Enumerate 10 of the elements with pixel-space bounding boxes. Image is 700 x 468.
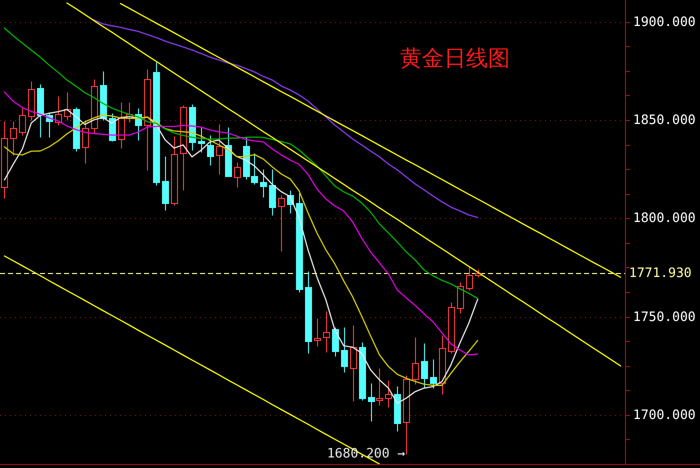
- line-series: [4, 91, 478, 356]
- line-series: [66, 2, 622, 366]
- line-series: [120, 2, 622, 278]
- y-tick-label: 1700.000: [633, 408, 696, 423]
- y-tick-label: 1850.000: [633, 113, 696, 128]
- y-tick-label: 1800.000: [633, 211, 696, 226]
- y-tick-label: 1900.000: [633, 15, 696, 30]
- ref-line-label: 1771.930: [629, 266, 692, 281]
- text: 黄金日线图: [400, 46, 510, 70]
- y-tick-label: 1750.000: [633, 310, 696, 325]
